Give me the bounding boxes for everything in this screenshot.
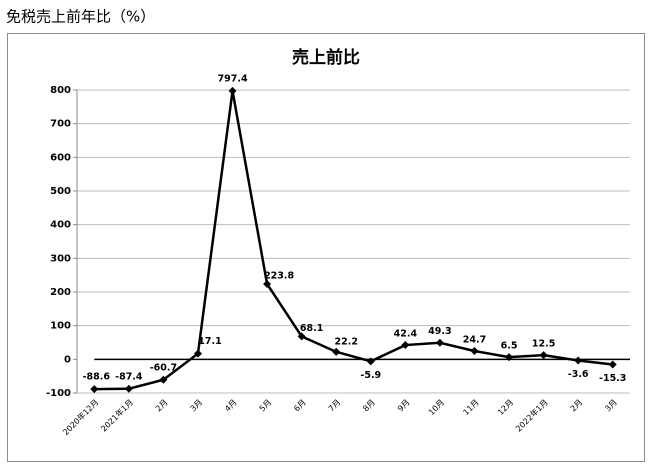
y-tick-label: 600 <box>50 152 71 163</box>
data-marker <box>124 384 133 393</box>
data-marker <box>228 86 237 95</box>
page-heading: 免税売上前年比（%） <box>6 8 155 26</box>
y-tick-label: 100 <box>50 321 71 332</box>
y-tick-label: 200 <box>50 287 71 298</box>
data-marker <box>366 357 375 366</box>
data-label: 223.8 <box>264 270 294 281</box>
data-marker <box>332 347 341 356</box>
data-label: 42.4 <box>394 329 418 340</box>
data-label: -5.9 <box>360 370 381 381</box>
data-label: -88.6 <box>83 372 111 383</box>
data-label: 68.1 <box>300 323 323 334</box>
data-line <box>94 90 613 391</box>
y-tick-label: 0 <box>64 354 71 365</box>
data-marker <box>193 349 202 358</box>
data-marker <box>608 360 617 369</box>
data-label: -15.3 <box>599 373 626 384</box>
data-marker <box>90 385 99 394</box>
data-label: -87.4 <box>115 371 143 382</box>
y-tick-label: 500 <box>50 186 71 197</box>
data-marker <box>297 332 306 341</box>
data-label: 22.2 <box>334 336 357 347</box>
data-marker <box>435 338 444 347</box>
data-label: 797.4 <box>218 73 248 84</box>
data-label: 17.1 <box>198 336 221 347</box>
chart-frame <box>7 33 645 462</box>
data-label: 6.5 <box>501 341 518 352</box>
data-marker <box>263 279 272 288</box>
y-tick-label: 800 <box>50 85 71 96</box>
data-marker <box>539 351 548 360</box>
data-label: -60.7 <box>150 362 177 373</box>
data-marker <box>505 353 514 362</box>
y-tick-label: 300 <box>50 253 71 264</box>
data-marker <box>401 341 410 350</box>
y-tick-label: -100 <box>46 388 71 399</box>
data-label: -3.6 <box>568 369 589 380</box>
y-tick-label: 400 <box>50 220 71 231</box>
y-tick-label: 700 <box>50 119 71 130</box>
data-marker <box>470 347 479 356</box>
data-marker <box>574 356 583 365</box>
data-label: 49.3 <box>428 326 451 337</box>
chart-title: 売上前比 <box>292 47 360 68</box>
data-label: 24.7 <box>463 335 486 346</box>
data-label: 12.5 <box>532 339 555 350</box>
data-marker <box>159 375 168 384</box>
